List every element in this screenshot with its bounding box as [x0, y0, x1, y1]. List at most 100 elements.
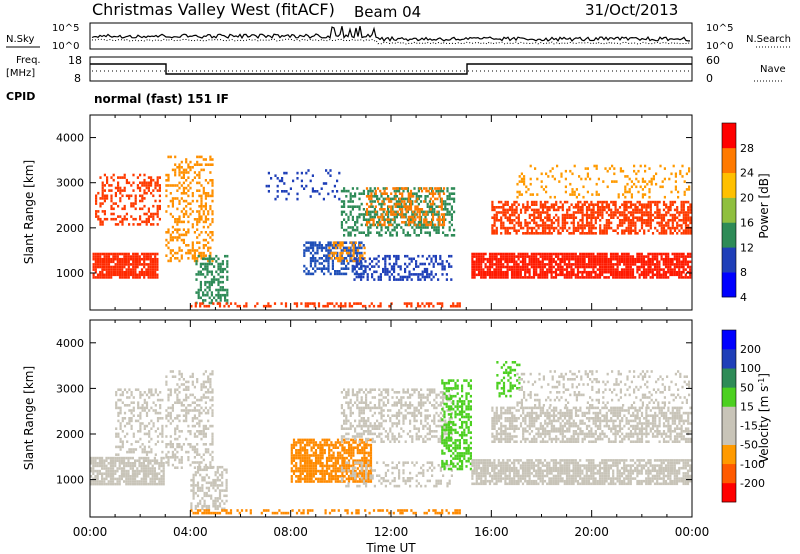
range-cell [623, 273, 626, 277]
range-cell [392, 187, 395, 190]
range-cell [629, 219, 633, 222]
range-cell [680, 260, 683, 264]
range-cell [112, 475, 115, 478]
range-cell [200, 168, 203, 172]
range-cell [178, 372, 181, 376]
range-cell [161, 398, 164, 402]
range-cell [572, 255, 575, 258]
range-cell [517, 229, 520, 232]
range-cell [497, 276, 500, 279]
range-cell [528, 263, 531, 266]
range-cell [640, 213, 644, 217]
range-cell [497, 260, 500, 264]
range-cell [623, 268, 626, 271]
range-cell [423, 221, 426, 224]
range-cell [574, 252, 577, 256]
range-cell [651, 200, 655, 204]
range-cell [145, 456, 148, 460]
range-cell [566, 208, 569, 212]
range-cell [433, 226, 436, 229]
range-cell [687, 224, 690, 227]
range-cell [532, 265, 536, 269]
range-cell [101, 459, 104, 462]
range-cell [648, 180, 651, 183]
range-cell [673, 268, 676, 271]
range-cell [309, 259, 312, 263]
range-cell [103, 464, 106, 468]
range-cell [497, 257, 500, 261]
range-cell [675, 265, 679, 269]
range-cell [128, 396, 131, 399]
range-cell [202, 267, 205, 271]
range-cell [117, 414, 120, 417]
range-cell [627, 252, 630, 256]
range-cell [502, 276, 505, 279]
range-cell [127, 273, 130, 277]
range-cell [561, 270, 564, 274]
range-cell [405, 302, 409, 305]
range-cell [647, 200, 650, 204]
range-cell [200, 205, 203, 208]
range-cell [513, 270, 516, 274]
range-cell [441, 267, 444, 271]
range-cell [180, 456, 183, 459]
range-cell [156, 207, 159, 211]
range-cell [145, 424, 149, 428]
range-cell [193, 249, 196, 252]
range-cell [162, 482, 165, 486]
range-cell [225, 481, 228, 485]
range-cell [552, 270, 555, 274]
range-cell [193, 163, 196, 166]
range-cell [545, 172, 548, 176]
range-cell [543, 270, 547, 274]
range-cell [187, 456, 190, 459]
range-cell [689, 206, 692, 209]
range-cell [655, 172, 658, 176]
range-cell [592, 260, 595, 264]
range-cell [635, 185, 638, 189]
range-cell [568, 273, 571, 277]
range-cell [101, 265, 104, 269]
noise-tick-right-top: 10^5 [706, 23, 733, 34]
range-cell [515, 255, 518, 258]
range-cell [541, 268, 544, 271]
range-cell [362, 208, 365, 211]
range-cell [134, 202, 137, 205]
range-cell [101, 220, 104, 224]
range-cell [305, 267, 308, 270]
range-cell [560, 172, 563, 176]
range-cell [482, 252, 485, 256]
range-cell [513, 219, 516, 222]
range-cell [395, 254, 398, 258]
range-cell [565, 255, 569, 258]
range-cell [506, 211, 509, 214]
range-cell [408, 273, 411, 276]
range-cell [174, 220, 177, 224]
range-cell [314, 241, 317, 244]
range-cell [426, 205, 429, 208]
range-cell [176, 437, 179, 441]
range-cell [555, 213, 558, 217]
range-cell [107, 482, 110, 486]
range-cell [98, 464, 101, 468]
range-cell [267, 184, 270, 188]
range-cell [535, 232, 538, 235]
range-cell [383, 223, 386, 227]
range-cell [665, 213, 668, 217]
range-cell [140, 273, 144, 277]
range-cell [196, 453, 199, 456]
range-cell [404, 197, 407, 201]
range-cell [645, 273, 648, 277]
range-cell [651, 276, 654, 279]
range-cell [234, 302, 237, 305]
range-cell [320, 246, 323, 250]
range-cell [418, 187, 421, 190]
range-cell [662, 268, 665, 271]
range-cell [404, 215, 407, 219]
range-cell [165, 445, 168, 449]
range-cell [473, 252, 476, 256]
range-cell [112, 480, 115, 483]
range-cell [318, 241, 321, 244]
range-cell [572, 252, 575, 256]
range-cell [204, 275, 207, 279]
